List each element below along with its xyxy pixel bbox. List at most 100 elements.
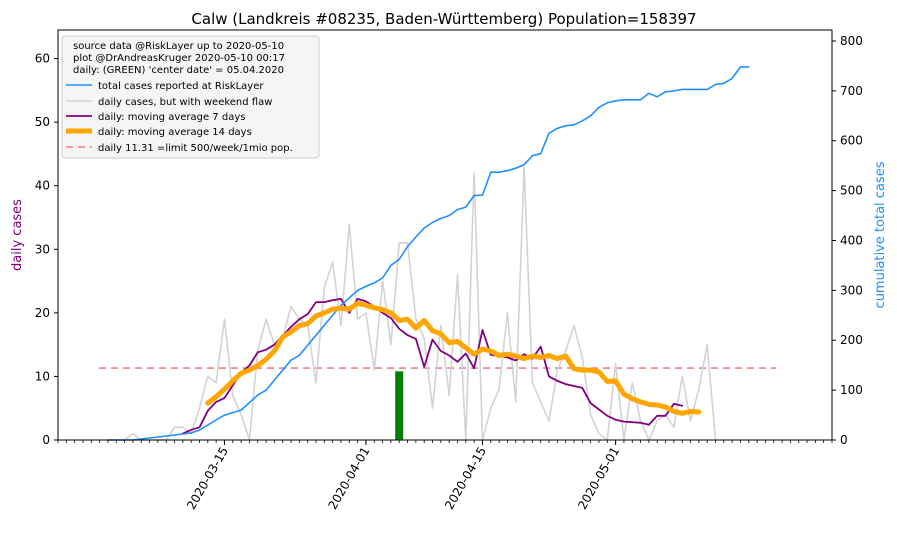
- daily-cases-point: [457, 274, 458, 275]
- moving-average-14-point: [657, 404, 658, 405]
- x-tick-label: 2020-03-15: [184, 445, 231, 512]
- total-cases-point: [149, 437, 150, 438]
- total-cases-point: [232, 412, 233, 413]
- total-cases-point: [432, 222, 433, 223]
- total-cases-point: [482, 195, 483, 196]
- left-axis-label: daily cases: [10, 199, 25, 271]
- moving-average-7-point: [582, 387, 583, 388]
- daily-cases-point: [232, 395, 233, 396]
- moving-average-7-point: [524, 354, 525, 355]
- moving-average-14-point: [249, 370, 250, 371]
- total-cases-point: [474, 195, 475, 196]
- moving-average-14-point: [299, 325, 300, 326]
- moving-average-14-point: [324, 312, 325, 313]
- daily-cases-point: [640, 420, 641, 421]
- daily-cases-point: [548, 420, 549, 421]
- moving-average-14-point: [499, 355, 500, 356]
- moving-average-14-point: [582, 370, 583, 371]
- moving-average-7-point: [290, 326, 291, 327]
- center-date-bar: [395, 371, 404, 440]
- x-axis: 2020-03-15 2020-04-01 2020-04-15 2020-05-01: [57, 440, 833, 512]
- daily-cases-point: [673, 427, 674, 428]
- total-cases-point: [207, 424, 208, 425]
- right-tick-label: 200: [840, 333, 863, 347]
- total-cases-point: [315, 335, 316, 336]
- moving-average-14-line: [205, 300, 702, 416]
- moving-average-7-point: [257, 352, 258, 353]
- daily-cases-point: [174, 427, 175, 428]
- ma7-layer: [181, 297, 684, 435]
- total-cases-point: [349, 297, 350, 298]
- chart-title: Calw (Landkreis #08235, Baden-Württember…: [191, 10, 696, 28]
- moving-average-7-point: [449, 355, 450, 356]
- total-cases-point: [374, 282, 375, 283]
- total-cases-point: [191, 432, 192, 433]
- daily-cases-point: [524, 166, 525, 167]
- moving-average-7-point: [465, 353, 466, 354]
- moving-average-7-point: [399, 328, 400, 329]
- moving-average-14-point: [266, 359, 267, 360]
- total-cases-point: [623, 99, 624, 100]
- total-cases-point: [199, 429, 200, 430]
- moving-average-14-point: [607, 381, 608, 382]
- total-layer: [107, 66, 750, 441]
- moving-average-14-point: [524, 358, 525, 359]
- x-tick-label: 2020-04-01: [325, 445, 372, 512]
- total-cases-point: [382, 277, 383, 278]
- daily-cases-point: [707, 344, 708, 345]
- left-tick-label: 50: [35, 115, 50, 129]
- daily-cases-point: [315, 382, 316, 383]
- moving-average-14-point: [615, 380, 616, 381]
- moving-average-14-point: [598, 371, 599, 372]
- moving-average-14-point: [290, 331, 291, 332]
- total-cases-point: [682, 89, 683, 90]
- total-cases-point: [340, 305, 341, 306]
- total-cases-point: [249, 402, 250, 403]
- moving-average-14-point: [482, 349, 483, 350]
- daily-cases-point: [332, 261, 333, 262]
- total-cases-point: [615, 100, 616, 101]
- right-tick-label: 100: [840, 383, 863, 397]
- moving-average-7-point: [615, 419, 616, 420]
- daily-layer: [107, 165, 717, 441]
- total-cases-point: [141, 438, 142, 439]
- daily-cases-point: [507, 312, 508, 313]
- moving-average-7-point: [598, 409, 599, 410]
- daily-cases-point: [690, 420, 691, 421]
- moving-average-14-point: [532, 356, 533, 357]
- moving-average-14-point: [340, 308, 341, 309]
- total-cases-point: [640, 99, 641, 100]
- right-axis: 0 100 200 300 400 500 600 700 800: [832, 34, 863, 447]
- daily-cases-point: [590, 414, 591, 415]
- daily-cases-point: [224, 319, 225, 320]
- total-cases-point: [515, 168, 516, 169]
- daily-cases-point: [357, 319, 358, 320]
- moving-average-7-point: [474, 368, 475, 369]
- daily-cases-point: [698, 389, 699, 390]
- legend-label-limit: daily 11.31 =limit 500/week/1mio pop.: [98, 143, 293, 154]
- total-cases-point: [590, 115, 591, 116]
- moving-average-7-point: [565, 384, 566, 385]
- moving-average-7-point: [266, 349, 267, 350]
- daily-cases-point: [515, 401, 516, 402]
- moving-average-7-point: [632, 422, 633, 423]
- moving-average-14-point: [424, 320, 425, 321]
- legend-box: [61, 35, 320, 159]
- moving-average-7-point: [349, 312, 350, 313]
- moving-average-14-point: [465, 347, 466, 348]
- total-cases-point: [565, 125, 566, 126]
- total-cases-point: [665, 91, 666, 92]
- total-cases-point: [274, 380, 275, 381]
- total-cases-point: [548, 133, 549, 134]
- right-tick-label: 700: [840, 84, 863, 98]
- total-cases-point: [532, 155, 533, 156]
- moving-average-7-point: [191, 429, 192, 430]
- moving-average-7-point: [665, 415, 666, 416]
- total-cases-point: [257, 395, 258, 396]
- moving-average-7-point: [682, 405, 683, 406]
- moving-average-7-point: [424, 366, 425, 367]
- daily-cases-point: [407, 242, 408, 243]
- daily-cases-point: [340, 325, 341, 326]
- total-cases-point: [307, 345, 308, 346]
- right-tick-label: 0: [840, 433, 848, 447]
